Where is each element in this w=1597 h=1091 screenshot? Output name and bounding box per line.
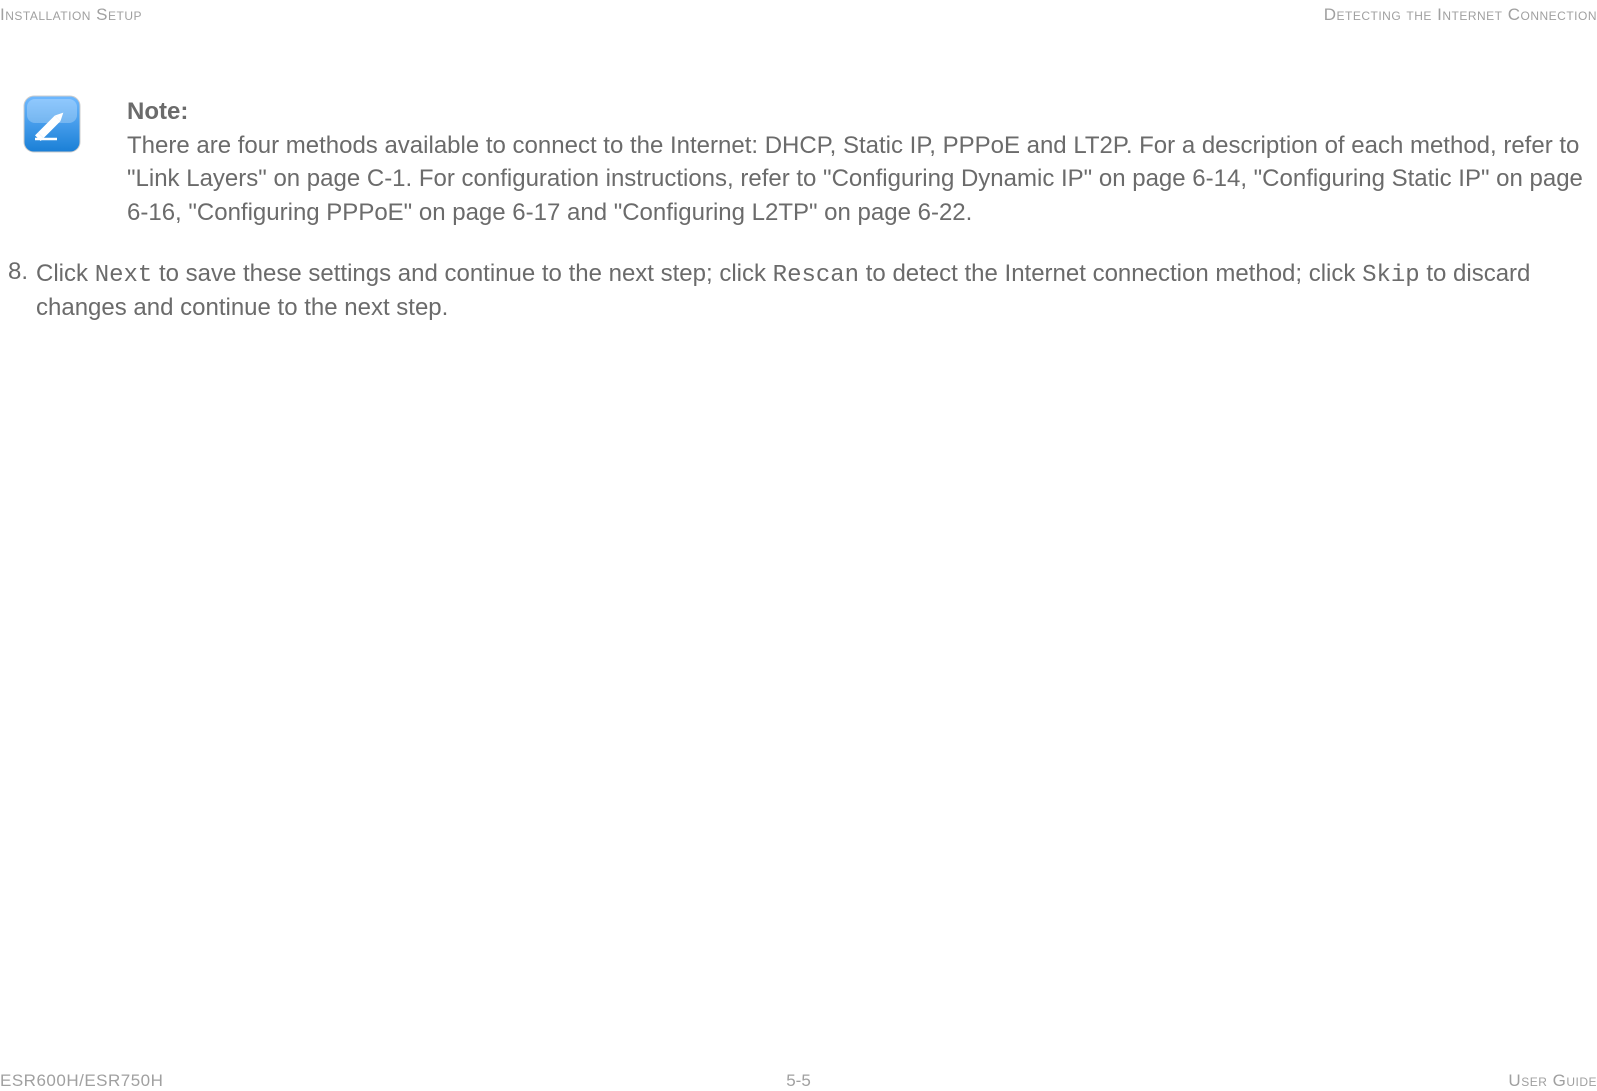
note-label: Note: (127, 95, 1597, 129)
step-content: Click Next to save these settings and co… (36, 258, 1591, 325)
note-body: There are four methods available to conn… (127, 132, 1583, 226)
note-pencil-icon (23, 95, 81, 153)
note-section: Note: There are four methods available t… (23, 95, 1597, 229)
step-text-mid1: to save these settings and continue to t… (152, 260, 772, 287)
header-left: Installation Setup (0, 5, 142, 25)
cmd-skip: Skip (1362, 262, 1420, 289)
step-8: 8. Click Next to save these settings and… (8, 258, 1591, 325)
cmd-next: Next (95, 262, 153, 289)
step-number: 8. (8, 258, 28, 286)
note-content: Note: There are four methods available t… (127, 95, 1597, 229)
footer-right: User Guide (1508, 1071, 1597, 1091)
footer-left: ESR600H/ESR750H (0, 1071, 163, 1091)
step-text-mid2: to detect the Internet connection method… (859, 260, 1362, 287)
footer-center: 5-5 (786, 1071, 811, 1091)
step-text-prefix: Click (36, 260, 95, 287)
header-right: Detecting the Internet Connection (1324, 5, 1597, 25)
cmd-rescan: Rescan (773, 262, 859, 289)
